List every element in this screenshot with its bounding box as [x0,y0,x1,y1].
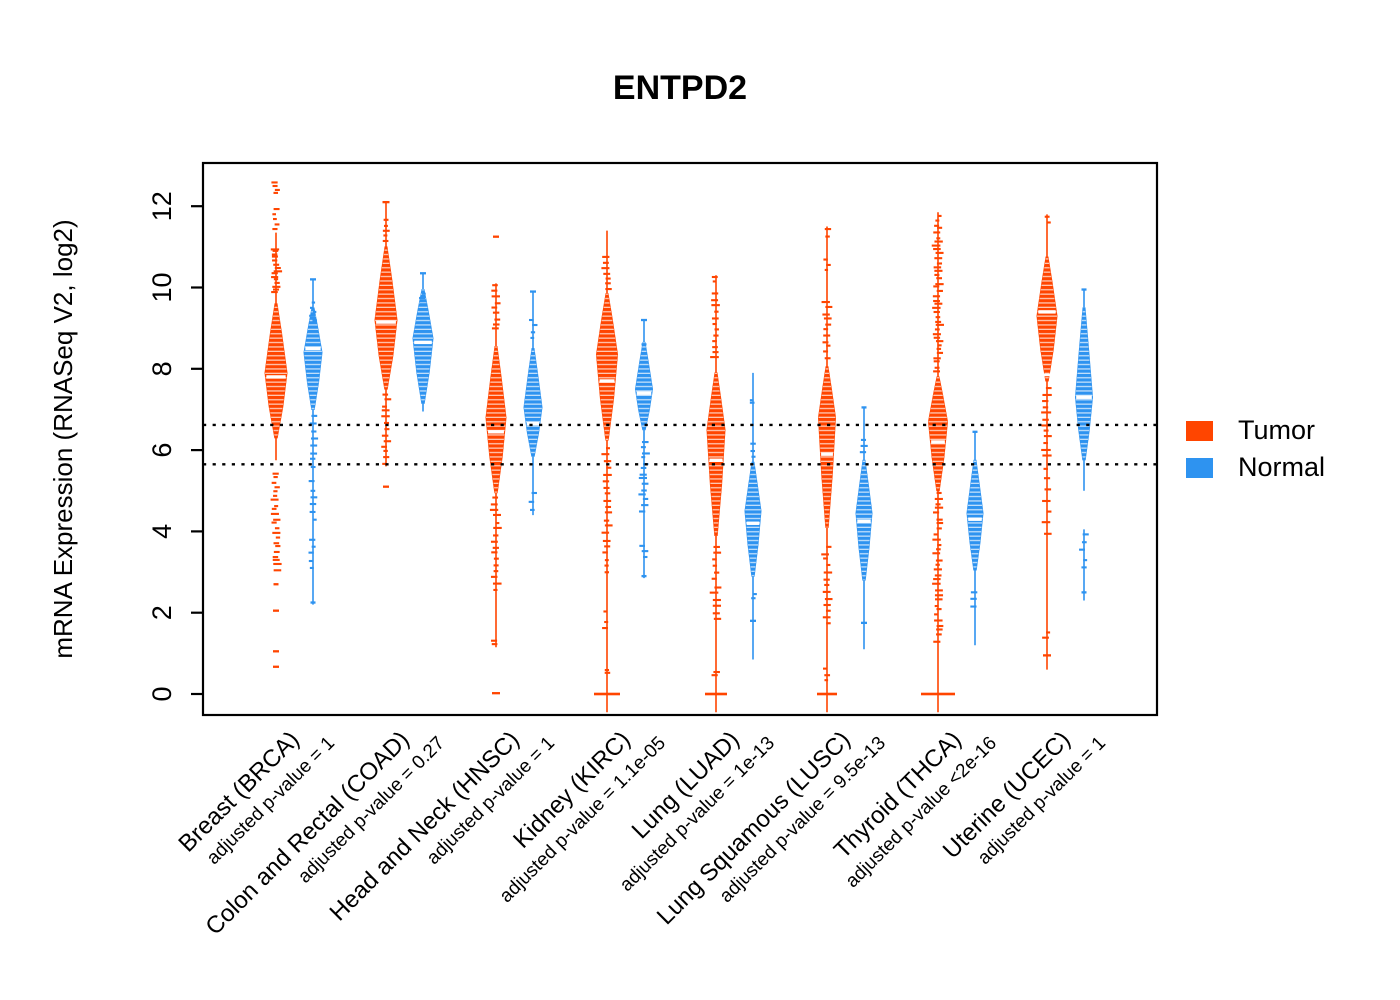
violin-tumor-4-zero-marker [594,692,620,696]
violin-tumor-7 [921,212,955,713]
y-tick-label: 6 [147,443,177,458]
violin-tumor-5 [705,275,727,713]
violin-tumor-4-median [599,379,615,383]
y-tick-label: 10 [147,272,177,302]
violin-tumor-6-median [821,452,833,456]
plot-box [201,161,1159,717]
legend-swatch-tumor [1186,421,1213,441]
y-tick-label: 2 [147,605,177,620]
violin-normal-5-median [746,521,760,525]
violin-tumor-6-zero-marker [817,692,837,696]
legend: Tumor Normal [1186,415,1325,482]
violin-tumor-7-zero-marker [921,692,955,696]
violin-normal-2 [412,272,434,412]
violin-tumor-5-zero-marker [705,692,727,696]
violin-normal-5 [744,372,762,660]
violin-normal-7-median [968,517,982,521]
violin-normal-4-median [636,391,652,395]
violin-normal-6 [855,406,873,650]
y-tick-label: 8 [147,361,177,376]
violin-normal-1 [303,278,323,605]
y-tick-label: 12 [147,191,177,221]
violin-normal-1-median [305,346,321,351]
violin-normal-8-median [1076,395,1092,399]
violin-tumor-7-median [931,440,945,444]
violin-tumor-1 [264,181,288,668]
violin-tumor-5-median [709,458,723,462]
chart-title: ENTPD2 [613,69,747,107]
violin-tumor-8 [1036,214,1058,670]
violin-normal-4 [634,318,654,579]
violin-tumor-3 [485,235,507,695]
violin-normal-3-median [526,421,540,426]
y-tick-label: 4 [147,524,177,539]
violin-normal-8 [1074,288,1094,601]
violin-tumor-2-median [376,320,396,324]
legend-swatch-normal [1186,458,1213,478]
violin-normal-6-median [857,519,871,523]
violin-normal-3 [523,290,543,516]
y-axis-title: mRNA Expression (RNASeq V2, log2) [48,219,78,658]
violin-tumor-1-median [266,375,286,379]
violin-tumor-8-median [1038,310,1056,314]
legend-label-normal: Normal [1238,452,1325,482]
violin-tumor-3-median [488,430,504,434]
violin-tumor-6 [817,226,837,713]
violin-normal-2-median [414,340,432,345]
violin-tumor-4 [594,230,620,713]
y-tick-label: 0 [147,686,177,701]
plot-area [203,181,1157,713]
legend-label-tumor: Tumor [1238,415,1315,445]
violin-normal-7 [966,430,984,646]
violin-tumor-2 [374,200,398,488]
